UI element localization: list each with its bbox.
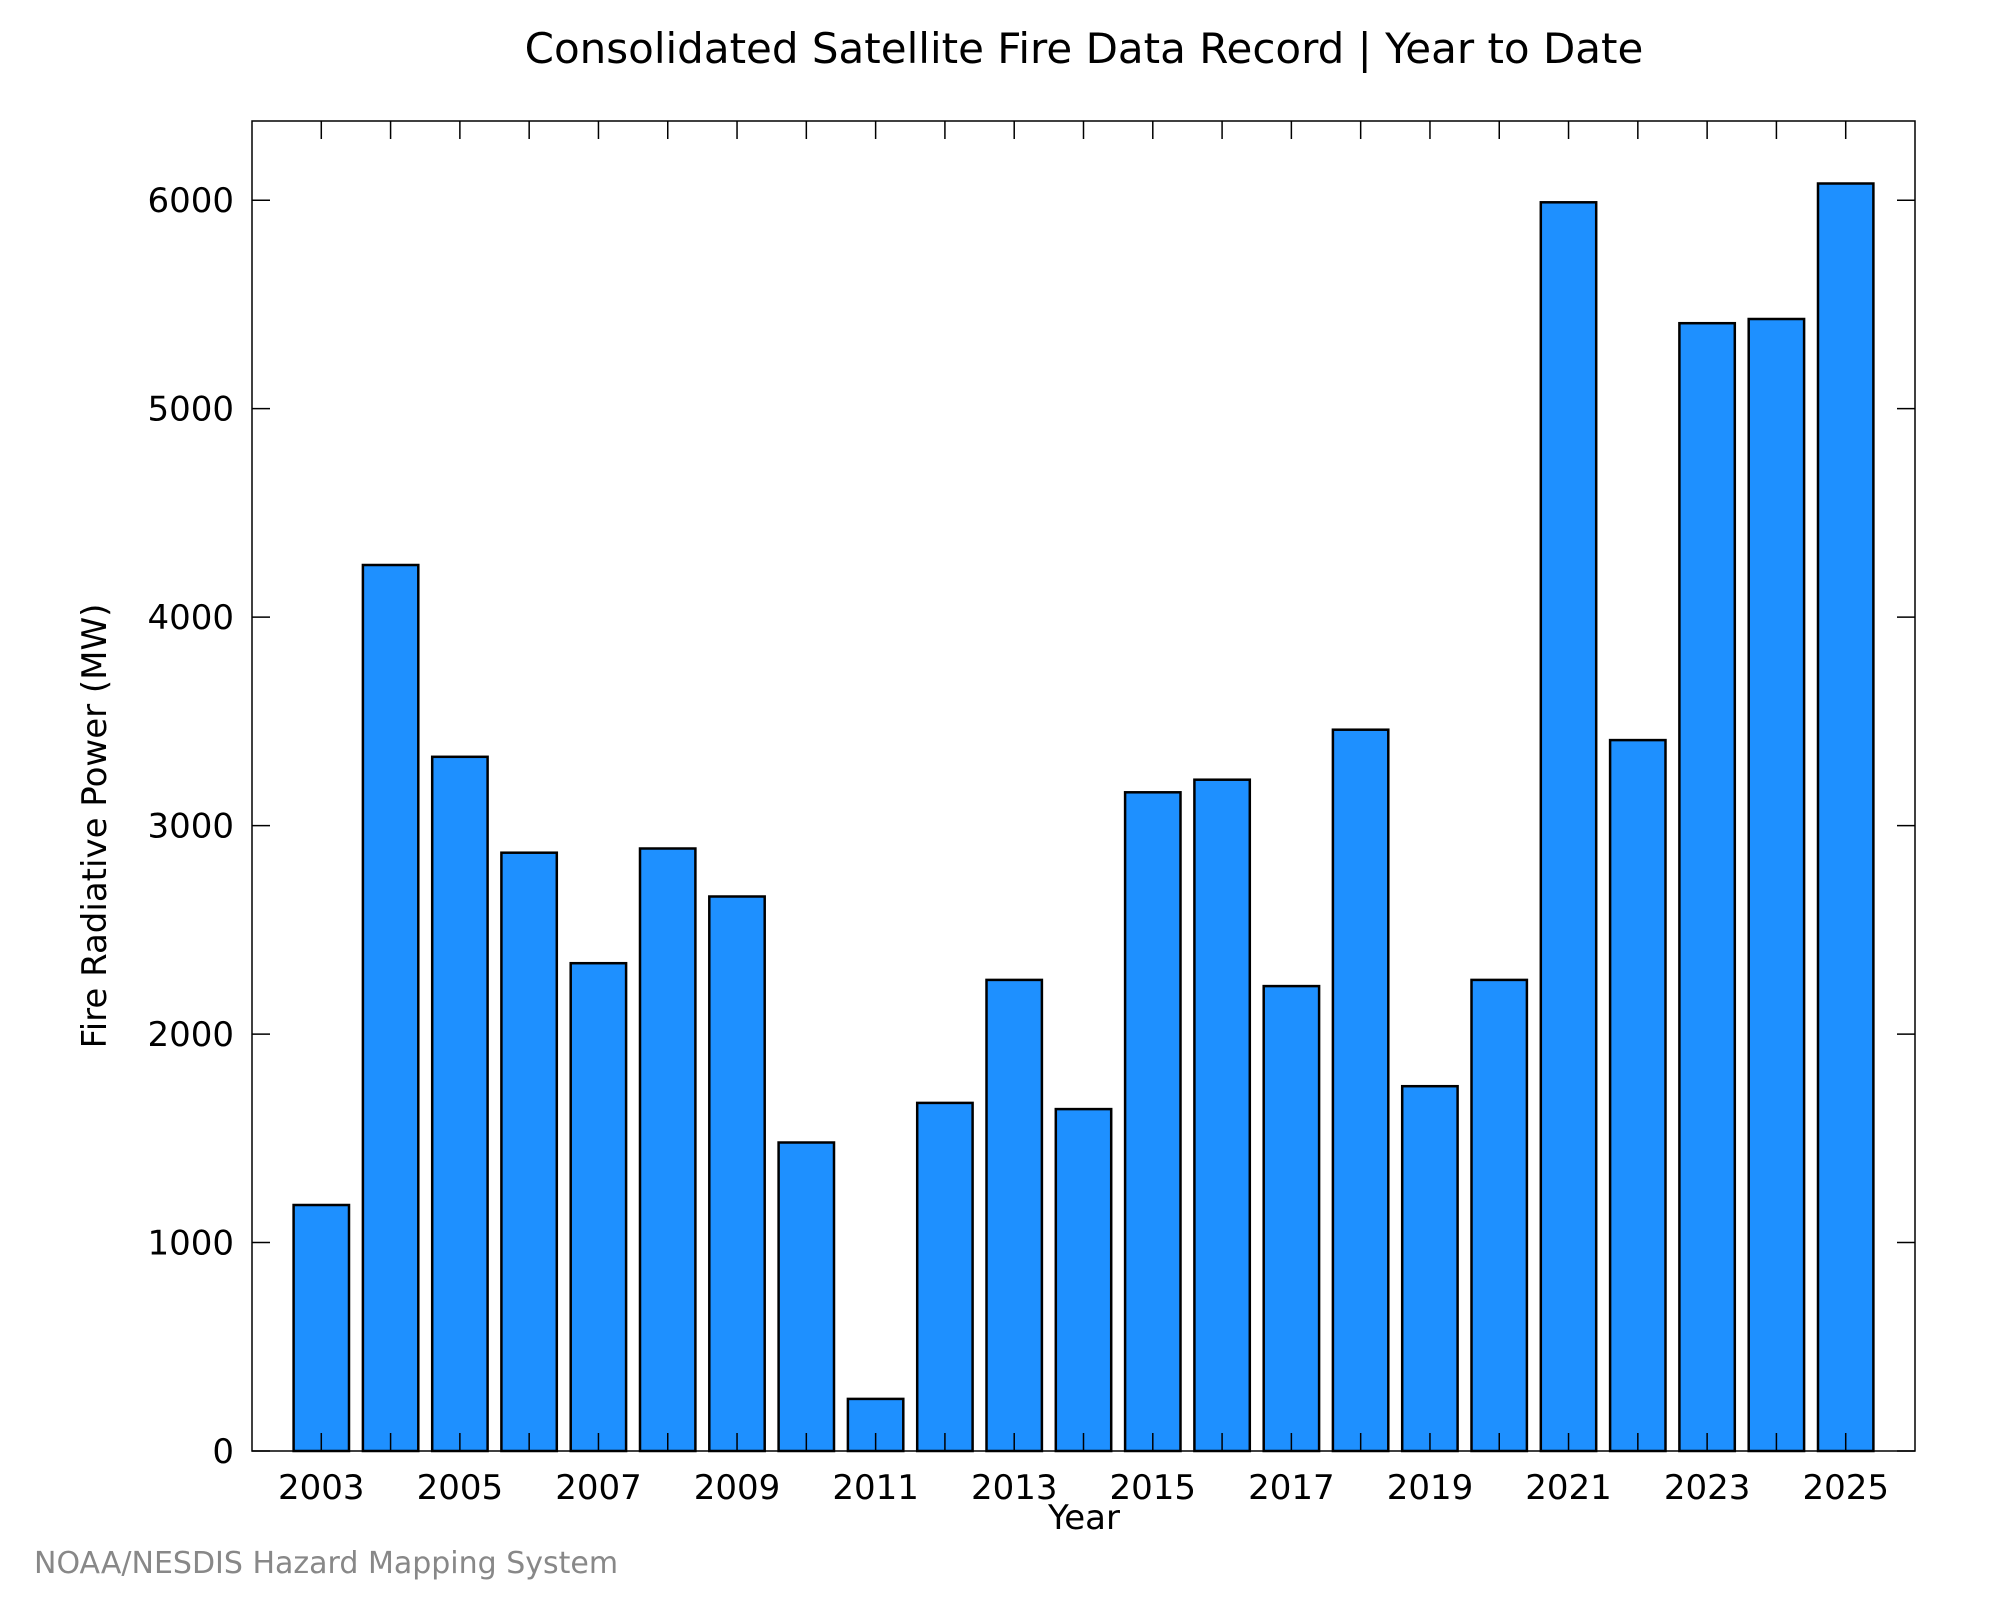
x-tick-label-2021: 2021 xyxy=(1525,1468,1612,1508)
bar-2020 xyxy=(1470,978,1529,1453)
x-tick-label-2011: 2011 xyxy=(832,1468,919,1508)
x-tick-label-2009: 2009 xyxy=(694,1468,781,1508)
bar-2005 xyxy=(430,755,489,1453)
y-tick-label-0: 0 xyxy=(212,1432,234,1472)
bar-2025 xyxy=(1816,182,1875,1453)
credit-text: NOAA/NESDIS Hazard Mapping System xyxy=(34,1546,618,1581)
plot-frame xyxy=(251,120,1916,1452)
y-tick-label-3000: 3000 xyxy=(147,807,234,847)
x-tick-label-2025: 2025 xyxy=(1802,1468,1889,1508)
bar-2004 xyxy=(361,563,420,1453)
bar-2019 xyxy=(1400,1084,1459,1453)
bar-2013 xyxy=(985,978,1044,1453)
bar-2015 xyxy=(1123,791,1182,1453)
bar-2022 xyxy=(1608,738,1667,1453)
bars-layer xyxy=(292,182,1875,1453)
bar-2014 xyxy=(1054,1107,1113,1453)
x-tick-label-2019: 2019 xyxy=(1387,1468,1474,1508)
chart-title: Consolidated Satellite Fire Data Record … xyxy=(525,24,1644,73)
x-tick-label-2017: 2017 xyxy=(1248,1468,1335,1508)
bar-2023 xyxy=(1678,321,1737,1453)
y-axis-label: Fire Radiative Power (MW) xyxy=(75,604,115,1049)
bar-2003 xyxy=(292,1203,351,1453)
x-tick-label-2013: 2013 xyxy=(971,1468,1058,1508)
x-tick-label-2005: 2005 xyxy=(417,1468,504,1508)
bar-2010 xyxy=(777,1141,836,1453)
x-axis-label: Year xyxy=(1047,1498,1120,1538)
bar-2006 xyxy=(500,851,559,1453)
y-axis: 0 1000 2000 3000 4000 5000 6000 xyxy=(147,181,1915,1472)
x-tick-label-2015: 2015 xyxy=(1110,1468,1197,1508)
bar-2007 xyxy=(569,961,628,1453)
x-tick-label-2003: 2003 xyxy=(278,1468,365,1508)
y-tick-label-1000: 1000 xyxy=(147,1224,234,1264)
x-tick-label-2023: 2023 xyxy=(1664,1468,1751,1508)
bar-2024 xyxy=(1747,317,1806,1453)
bar-2017 xyxy=(1262,984,1321,1453)
bar-2018 xyxy=(1331,728,1390,1453)
y-tick-label-6000: 6000 xyxy=(147,181,234,221)
bar-2009 xyxy=(708,895,766,1453)
x-tick-label-2007: 2007 xyxy=(555,1468,642,1508)
x-axis: 2003 2005 2007 2009 2011 2013 2015 2017 2019 2021… xyxy=(278,121,1889,1508)
bar-2012 xyxy=(915,1101,974,1453)
y-tick-label-2000: 2000 xyxy=(147,1015,234,1055)
bar-2021 xyxy=(1539,201,1598,1453)
bar-2008 xyxy=(638,847,697,1453)
bar-2016 xyxy=(1193,778,1252,1453)
y-tick-label-4000: 4000 xyxy=(147,598,234,638)
y-tick-label-5000: 5000 xyxy=(147,390,234,430)
